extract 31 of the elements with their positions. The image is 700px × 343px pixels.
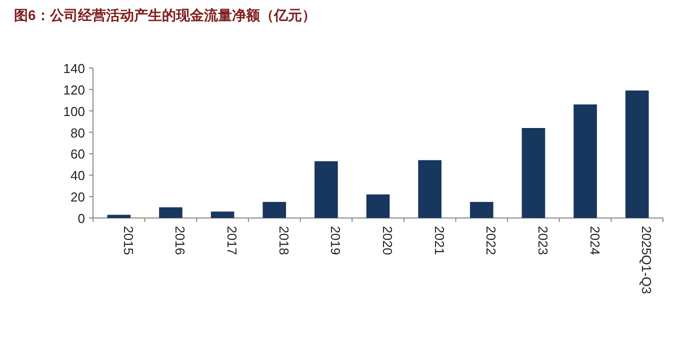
x-tick-label: 2018 — [276, 226, 292, 255]
y-tick-label: 40 — [70, 168, 85, 184]
bar — [625, 90, 649, 218]
y-tick-label: 0 — [78, 211, 85, 226]
bar — [262, 202, 286, 218]
y-tick-label: 140 — [63, 61, 85, 76]
x-tick-label: 2025Q1-Q3 — [639, 226, 654, 294]
bar — [522, 128, 546, 218]
x-tick-label: 2019 — [328, 226, 344, 255]
bar — [470, 202, 494, 218]
x-tick-label: 2020 — [380, 226, 395, 255]
bar — [314, 161, 338, 218]
y-tick-label: 120 — [63, 82, 85, 98]
bar — [159, 207, 182, 218]
x-tick-label: 2022 — [484, 226, 499, 255]
x-tick-label: 2015 — [120, 226, 136, 255]
x-tick-label: 2023 — [535, 226, 550, 255]
chart-title: 图6：公司经营活动产生的现金流量净额（亿元） — [14, 7, 316, 23]
bar — [418, 160, 442, 218]
bar — [574, 104, 597, 218]
x-tick-label: 2021 — [432, 226, 447, 255]
x-tick-label: 2016 — [172, 226, 188, 255]
bar — [210, 212, 234, 218]
x-tick-label: 2024 — [587, 226, 602, 255]
bar — [366, 194, 390, 218]
y-tick-label: 100 — [63, 104, 85, 119]
y-tick-label: 20 — [70, 190, 85, 205]
y-tick-label: 60 — [70, 146, 85, 162]
bar — [107, 214, 131, 218]
y-tick-label: 80 — [70, 125, 85, 140]
x-tick-label: 2017 — [224, 226, 240, 255]
